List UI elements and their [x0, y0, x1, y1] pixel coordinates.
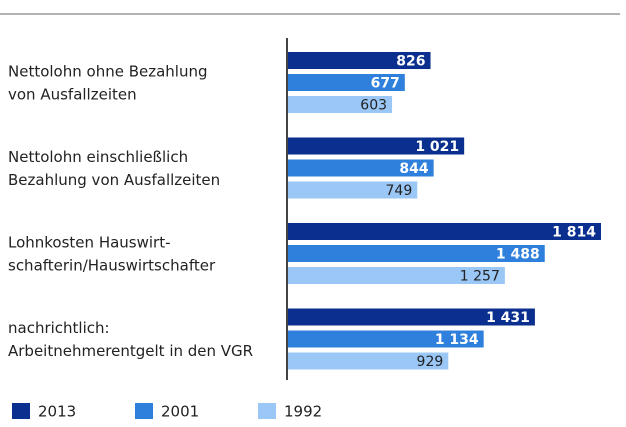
- value-label: 1 134: [435, 332, 479, 348]
- value-label: 844: [399, 161, 428, 177]
- category-label: nachrichtlich:: [8, 319, 110, 337]
- category-label: schafterin/Hauswirtschafter: [8, 257, 216, 275]
- category-label: Nettolohn ohne Bezahlung: [8, 63, 208, 81]
- bar: [288, 330, 484, 348]
- bar: [288, 74, 405, 91]
- value-label: 826: [396, 54, 425, 70]
- bar: [288, 245, 545, 262]
- value-label: 1 021: [415, 139, 459, 155]
- value-label: 929: [417, 354, 444, 370]
- category-label: Nettolohn einschließlich: [8, 148, 188, 166]
- legend-swatch: [12, 403, 30, 419]
- value-label: 749: [386, 183, 413, 199]
- value-label: 1 431: [486, 310, 530, 326]
- legend-label: 2013: [38, 403, 76, 421]
- value-label: 603: [360, 98, 387, 114]
- value-label: 1 488: [496, 247, 540, 263]
- bar: [288, 96, 393, 113]
- value-label: 1 257: [460, 269, 500, 285]
- category-label: Bezahlung von Ausfallzeiten: [8, 171, 220, 189]
- bar: [288, 52, 431, 69]
- category-label: Lohnkosten Hauswirt-: [8, 234, 171, 252]
- bar: [288, 352, 449, 370]
- value-label: 1 814: [552, 225, 596, 241]
- bar: [288, 181, 418, 199]
- bar: [288, 223, 601, 240]
- legend-label: 2001: [161, 403, 199, 421]
- legend-swatch: [135, 403, 153, 419]
- bar: [288, 137, 465, 155]
- bar: [288, 159, 434, 177]
- value-label: 677: [371, 76, 400, 92]
- category-label: Arbeitnehmerentgelt in den VGR: [8, 342, 253, 360]
- bar: [288, 267, 505, 284]
- legend-swatch: [258, 403, 276, 419]
- category-label: von Ausfallzeiten: [8, 86, 137, 104]
- legend-label: 1992: [284, 403, 322, 421]
- bar: [288, 308, 535, 326]
